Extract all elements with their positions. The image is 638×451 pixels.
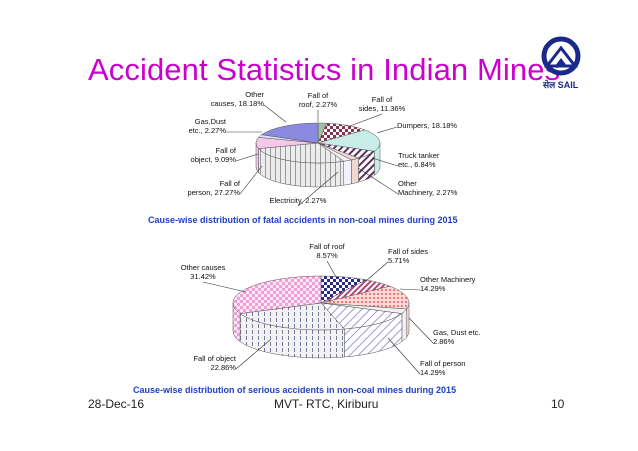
fatal-leader-line-4 — [357, 167, 399, 195]
serious-chart-caption: Cause-wise distribution of serious accid… — [133, 385, 457, 395]
serious-slice-6 — [232, 275, 322, 314]
serious-leader-line-4 — [387, 337, 421, 375]
fatal-leader-line-9 — [263, 104, 287, 123]
fatal-accidents-pie: Fall of roof, 2.27% Fall of sides, 11.36% Du… — [187, 90, 458, 207]
serious-leader-line-3 — [408, 317, 434, 344]
serious-slice-label-0: Fall of roof 8.57% — [309, 242, 345, 260]
footer-date: 28-Dec-16 — [88, 397, 145, 411]
fatal-slice-label-8: Gas,Dust etc., 2.27% — [188, 117, 226, 135]
slide-title: Accident Statistics in Indian Mines — [88, 52, 561, 87]
fatal-slice-2 — [317, 129, 381, 152]
footer-center: MVT- RTC, Kiriburu — [274, 397, 379, 411]
fatal-leader-line-2 — [376, 126, 398, 134]
fatal-leader-line-7 — [235, 153, 259, 162]
serious-accidents-pie: Fall of roof 8.57% Fall of sides 5.71% Other… — [181, 242, 481, 377]
logo-text: सेल SAIL — [543, 80, 579, 90]
serious-slice-side-3 — [401, 308, 408, 343]
fatal-slice-label-0: Fall of roof, 2.27% — [299, 91, 338, 109]
serious-slice-label-3: Gas, Dust etc. 2.86% — [433, 328, 481, 346]
fatal-slice-9 — [260, 122, 319, 144]
serious-slice-label-6: Other causes 31.42% — [181, 263, 226, 281]
fatal-leader-line-1 — [349, 113, 383, 127]
fatal-slice-label-5: Electricity, 2.27% — [270, 196, 327, 205]
serious-slice-label-4: Fall of person 14.29% — [420, 359, 465, 377]
serious-leader-line-1 — [365, 261, 389, 282]
page-number: 10 — [551, 397, 565, 411]
fatal-slice-label-4: Other Machinery, 2.27% — [398, 179, 458, 197]
serious-slice-label-5: Fall of object 22.86% — [193, 354, 236, 372]
serious-leader-line-6 — [202, 281, 247, 293]
fatal-slice-side-4 — [351, 157, 359, 185]
fatal-slice-label-3: Truck tanker etc., 6.84% — [398, 151, 440, 169]
serious-slice-4 — [320, 302, 403, 330]
fatal-slice-side-5 — [343, 159, 352, 186]
fatal-slice-label-9: Other causes, 18.18% — [211, 90, 265, 108]
fatal-chart-caption: Cause-wise distribution of fatal acciden… — [148, 215, 458, 225]
fatal-slice-label-7: Fall of object, 9.09% — [191, 146, 237, 164]
serious-slice-label-2: Other Machinery 14.29% — [420, 275, 476, 293]
fatal-slice-label-1: Fall of sides, 11.36% — [359, 95, 406, 113]
serious-leader-line-0 — [326, 260, 337, 278]
fatal-leader-line-5 — [297, 171, 339, 207]
serious-slice-5 — [239, 302, 345, 331]
fatal-leader-line-6 — [239, 165, 263, 195]
fatal-slice-6 — [257, 142, 345, 164]
fatal-slice-label-2: Dumpers, 18.18% — [397, 121, 457, 130]
serious-slice-2 — [320, 285, 410, 310]
serious-slice-label-1: Fall of sides 5.71% — [388, 247, 428, 265]
fatal-leader-line-3 — [371, 157, 399, 167]
sail-logo-icon — [541, 36, 581, 76]
serious-leader-line-5 — [235, 339, 271, 370]
fatal-slice-label-6: Fall of person, 27.27% — [187, 179, 240, 197]
serious-leader-line-2 — [399, 288, 421, 291]
